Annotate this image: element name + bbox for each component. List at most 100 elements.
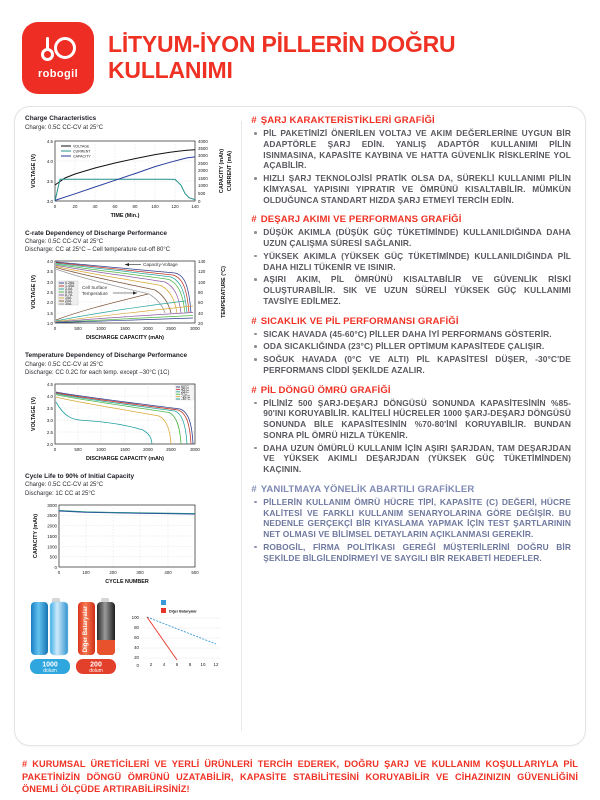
svg-text:5.0A: 5.0A	[65, 290, 73, 294]
hash-marker: #	[251, 115, 257, 126]
footer-text: KURUMSAL ÜRETİCİLERİ VE YERLİ ÜRÜNLERİ T…	[22, 759, 578, 795]
svg-text:2.5: 2.5	[47, 430, 54, 435]
svg-text:2500: 2500	[47, 513, 57, 518]
y2-axis-label: TEMPERATURE (°C)	[221, 266, 227, 318]
svg-text:2500: 2500	[166, 447, 176, 452]
chart-plot: 4.5 4.0 3.5 3.0 4000 3500 3000 2500 2000 15…	[25, 135, 237, 223]
svg-text:120: 120	[171, 204, 179, 209]
y-axis-label: VOLTAGE (V)	[31, 275, 37, 309]
svg-text:500: 500	[74, 326, 82, 331]
svg-text:60°C: 60°C	[181, 385, 189, 389]
svg-text:2500: 2500	[166, 326, 176, 331]
battery-chart-legend-label: Diğer Bataryalar	[169, 609, 197, 613]
svg-text:20: 20	[198, 321, 203, 326]
battery-bad-value: 200	[90, 661, 102, 668]
chart-subtitle: Charge: 0.5C CC-CV at 25°C	[25, 482, 104, 489]
svg-text:12: 12	[214, 662, 219, 667]
svg-text:4000: 4000	[198, 139, 208, 144]
section-desarj-akimi: # DEŞARJ AKIMI VE PERFORMANS GRAFİĞİ DÜŞÜ…	[251, 214, 571, 306]
svg-text:100: 100	[82, 570, 90, 575]
svg-text:80: 80	[133, 204, 138, 209]
svg-text:8.7A: 8.7A	[65, 293, 73, 297]
section-heading-text: YANILTMAYA YÖNELİK ABARTILI GRAFİKLER	[260, 483, 475, 495]
svg-text:0.28A: 0.28A	[65, 281, 75, 285]
svg-text:1500: 1500	[47, 534, 57, 539]
svg-text:4.5: 4.5	[47, 382, 54, 387]
section-bullet-list: PİLLERİN KULLANIM ÖMRÜ HÜCRE TİPİ, KAPAS…	[251, 497, 571, 564]
svg-text:100: 100	[151, 204, 159, 209]
svg-text:40: 40	[93, 204, 98, 209]
chart-subtitle-2: Discharge: CC at 25°C – Cell temperature…	[25, 247, 171, 254]
list-item: ODA SICAKLIĞINDA (23°C) PİLLER OPTİMUM K…	[251, 341, 571, 352]
svg-text:100: 100	[132, 615, 140, 620]
list-item: YÜKSEK AKIMLA (YÜKSEK GÜÇ TÜKETİMİNDE) K…	[251, 251, 571, 273]
svg-text:3500: 3500	[198, 146, 208, 151]
x-axis-label: TIME (Min.)	[111, 213, 140, 219]
svg-text:20: 20	[73, 204, 78, 209]
hash-marker: #	[251, 483, 257, 495]
svg-text:2: 2	[150, 662, 153, 667]
svg-text:3000: 3000	[198, 153, 208, 158]
chart-subtitle: Charge: 0.5C CC-CV at 25°C	[25, 361, 104, 368]
section-heading: # SICAKLIK VE PİL PERFORMANSI GRAFİĞİ	[251, 316, 571, 327]
charts-column: Charge Characteristics Charge: 0.5C CC-C…	[15, 107, 241, 745]
svg-text:23°C: 23°C	[181, 390, 189, 394]
list-item: PİLLERİN KULLANIM ÖMRÜ HÜCRE TİPİ, KAPAS…	[251, 497, 571, 540]
svg-text:Capacity-Voltage: Capacity-Voltage	[143, 262, 178, 267]
hash-marker: #	[251, 315, 257, 327]
battery-good-value: 1000	[42, 661, 58, 668]
logo-bar-shape	[46, 37, 49, 50]
svg-text:CAPACITY (mAh): CAPACITY (mAh)	[219, 148, 225, 192]
svg-text:2000: 2000	[143, 447, 153, 452]
list-item: DAHA UZUN ÖMÜRLÜ KULLANIM İÇİN AŞIRI ŞAR…	[251, 443, 571, 475]
svg-text:3000: 3000	[47, 503, 57, 508]
svg-text:100: 100	[198, 280, 206, 285]
svg-text:200: 200	[109, 570, 117, 575]
svg-text:CURRENT (mA): CURRENT (mA)	[227, 150, 233, 190]
svg-text:2000: 2000	[143, 326, 153, 331]
svg-text:300: 300	[136, 570, 144, 575]
svg-text:1500: 1500	[120, 326, 130, 331]
svg-text:0: 0	[54, 447, 57, 452]
svg-text:500: 500	[198, 191, 206, 196]
svg-text:1000: 1000	[198, 183, 208, 188]
section-bullet-list: SICAK HAVADA (45-60°C) PİLLER DAHA İYİ P…	[251, 329, 571, 376]
section-heading: # ŞARJ KARAKTERİSTİKLERİ GRAFİĞİ	[251, 115, 571, 126]
battery-bad-unit: dolum	[89, 668, 103, 674]
cycle-life-svg: 3000 2500 2000 1500 1000 500 0 0 100 200…	[33, 503, 199, 585]
svg-text:60: 60	[198, 300, 203, 305]
svg-text:6: 6	[176, 662, 179, 667]
svg-text:10: 10	[201, 662, 206, 667]
chart-title: Charge Characteristics	[25, 115, 97, 122]
section-bullet-list: PİLİNİZ 500 ŞARJ-DEŞARJ DÖNGÜSÜ SONUNDA …	[251, 398, 571, 475]
x-axis-label: CYCLE NUMBER	[105, 579, 149, 585]
svg-text:4.0: 4.0	[47, 394, 54, 399]
svg-text:1000: 1000	[47, 544, 57, 549]
y-axis-label: VOLTAGE (V)	[31, 153, 37, 187]
svg-text:40: 40	[198, 311, 203, 316]
svg-text:3.0: 3.0	[47, 418, 54, 423]
svg-text:500: 500	[50, 554, 58, 559]
svg-text:2.0: 2.0	[47, 300, 54, 305]
svg-text:-10°C: -10°C	[181, 394, 191, 398]
hash-marker: #	[251, 384, 257, 396]
chart-cycle-life: Cycle Life to 90% of Initial Capacity Ch…	[25, 473, 237, 589]
svg-text:500: 500	[191, 570, 199, 575]
list-item: ROBOGİL, FİRMA POLİTİKASI GEREĞİ MÜŞTERİ…	[251, 542, 571, 564]
x-axis-label: DISCHARGE CAPACITY (mAh)	[86, 335, 164, 341]
list-item: PİLİNİZ 500 ŞARJ-DEŞARJ DÖNGÜSÜ SONUNDA …	[251, 398, 571, 441]
logo-big-circle-icon	[54, 37, 76, 59]
section-bullet-list: PİL PAKETİNİZİ ÖNERİLEN VOLTAJ VE AKIM D…	[251, 128, 571, 205]
svg-text:0: 0	[58, 570, 61, 575]
temperature-dependency-svg: 4.5 4.0 3.5 3.0 2.5 2.0 0 500 1000 1500 …	[31, 382, 200, 462]
svg-text:40: 40	[134, 645, 139, 650]
section-heading: # DEŞARJ AKIMI VE PERFORMANS GRAFİĞİ	[251, 214, 571, 225]
svg-text:1500: 1500	[120, 447, 130, 452]
svg-text:0: 0	[54, 326, 57, 331]
svg-text:0: 0	[198, 199, 201, 204]
svg-text:3.0: 3.0	[47, 199, 54, 204]
svg-text:0°C: 0°C	[181, 392, 187, 396]
section-heading-text: PİL DÖNGÜ ÖMRÜ GRAFİĞİ	[260, 384, 391, 396]
section-bullet-list: DÜŞÜK AKIMLA (DÜŞÜK GÜÇ TÜKETİMİNDE) KUL…	[251, 227, 571, 306]
